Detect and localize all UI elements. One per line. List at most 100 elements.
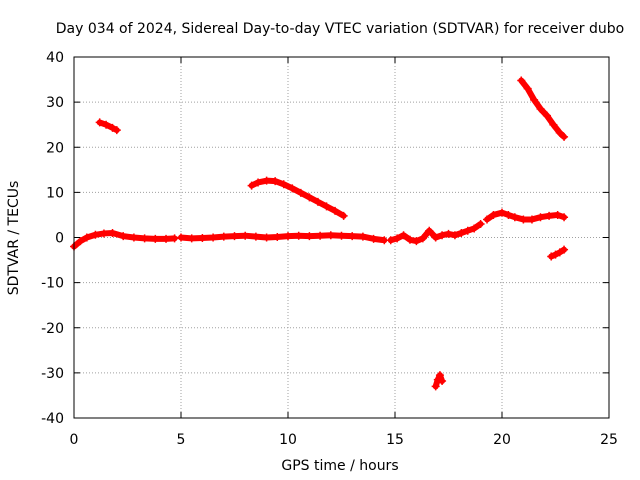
data-point (418, 234, 427, 243)
series-arc-midday (247, 176, 348, 220)
data-point (504, 210, 513, 219)
data-point (262, 233, 271, 242)
data-point (399, 231, 408, 240)
data-point (555, 128, 564, 137)
data-point (288, 184, 297, 193)
data-point (316, 231, 325, 240)
data-point (162, 234, 171, 243)
y-tick-label: -20 (41, 321, 64, 337)
data-point (112, 126, 121, 135)
data-point (279, 180, 288, 189)
y-tick-label: -40 (41, 411, 64, 427)
data-point (99, 229, 108, 238)
data-point (95, 118, 104, 127)
data-point (433, 375, 442, 384)
data-point (560, 132, 569, 141)
data-point (536, 213, 545, 222)
data-point (545, 211, 554, 220)
data-point (523, 84, 532, 93)
data-point (457, 228, 466, 237)
data-point (331, 206, 340, 215)
data-point (560, 245, 569, 254)
y-tick-label: -10 (41, 276, 64, 292)
x-tick-label: 25 (600, 432, 618, 448)
data-point (431, 382, 440, 391)
data-series (70, 76, 569, 391)
y-tick-label: -30 (41, 366, 64, 382)
data-point (386, 236, 395, 245)
data-point (177, 233, 185, 242)
data-point (551, 250, 560, 259)
y-tick-label: 10 (46, 185, 64, 201)
data-point (476, 219, 485, 228)
data-point (498, 208, 506, 217)
data-point (438, 231, 447, 240)
data-point (337, 231, 346, 240)
data-point (251, 232, 260, 241)
series-baseline-mid (177, 231, 389, 245)
data-point (438, 376, 447, 385)
data-point (296, 188, 305, 197)
series-arc-high-late (517, 76, 569, 141)
series-trace (432, 372, 446, 390)
data-point (76, 237, 85, 246)
data-point (431, 233, 440, 242)
tick-labels: 0 5 10 15 20 25 -40 -30 -20 -10 0 10 20 30 40 (41, 50, 618, 448)
data-point (209, 233, 218, 242)
data-point (519, 215, 528, 224)
data-point (560, 213, 569, 222)
data-point (230, 232, 239, 241)
data-point (284, 232, 292, 241)
x-axis-label: GPS time / hours (281, 458, 398, 474)
x-tick-label: 15 (386, 432, 404, 448)
data-point (198, 233, 207, 242)
data-point (517, 76, 526, 85)
data-point (405, 235, 414, 244)
series-arc-high-early (95, 118, 121, 135)
x-tick-label: 20 (493, 432, 511, 448)
data-point (369, 234, 378, 243)
chart-title: Day 034 of 2024, Sidereal Day-to-day VTE… (56, 21, 624, 37)
data-point (536, 104, 545, 113)
series-trace (548, 246, 568, 260)
y-tick-label: 40 (46, 50, 64, 66)
series-arc-low (431, 371, 447, 391)
data-point (444, 229, 453, 238)
data-point (470, 224, 479, 233)
series-disturbed (386, 219, 485, 246)
x-tick-label: 0 (70, 432, 79, 448)
data-point (555, 248, 564, 257)
data-point (305, 232, 314, 241)
data-point (549, 120, 558, 129)
data-point (151, 234, 160, 243)
data-point (108, 228, 117, 237)
data-point (463, 226, 472, 235)
data-point (542, 111, 551, 120)
data-point (393, 234, 402, 243)
data-point (305, 193, 314, 202)
series-trace (518, 77, 568, 140)
data-point (450, 231, 459, 240)
series-elevated-late (483, 208, 569, 224)
y-tick-label: 30 (46, 95, 64, 111)
data-point (348, 232, 357, 241)
data-point (187, 234, 196, 243)
data-point (339, 211, 348, 220)
y-tick-label: 0 (55, 231, 64, 247)
data-point (489, 210, 498, 219)
data-point (108, 123, 117, 132)
data-point (322, 202, 331, 211)
data-point (273, 233, 282, 242)
y-tick-label: 20 (46, 140, 64, 156)
data-point (271, 177, 280, 186)
data-point (510, 213, 519, 222)
data-point (119, 232, 128, 241)
series-trace (248, 177, 347, 219)
series-arc-low-late (547, 245, 569, 261)
data-point (262, 176, 271, 185)
series-baseline-early (70, 228, 179, 251)
data-point (247, 181, 256, 190)
data-point (91, 230, 100, 239)
axis-ticks (73, 56, 610, 419)
